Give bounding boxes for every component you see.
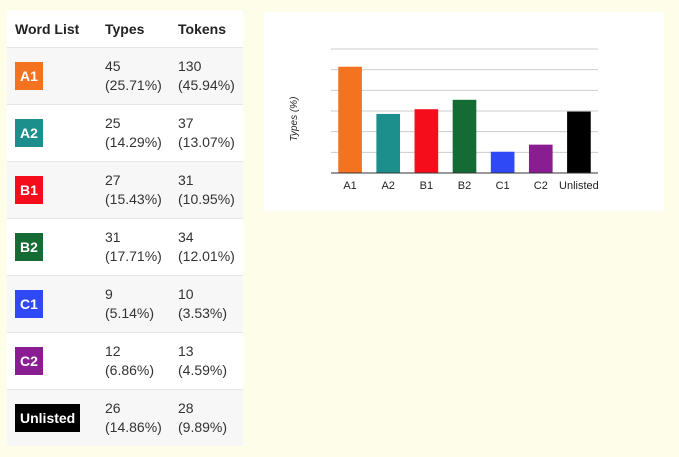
types-cell: 45 (25.71%) [97,47,170,105]
table-body: A1 45 (25.71%) 130 (45.94%) A2 25 (14.29%) 37 (13… [7,47,243,446]
tokens-count: 28 [178,400,194,416]
tokens-cell: 31 (10.95%) [170,161,243,219]
x-tick-label: C1 [496,180,510,192]
tokens-cell: 13 (4.59%) [170,332,243,390]
types-count: 45 [105,58,121,74]
types-count: 9 [105,286,113,302]
chart-panel: A1 A2 B1 B2 C1 C2 Unlisted Types (%) [264,12,664,211]
types-count: 25 [105,115,121,131]
table-row: Unlisted 26 (14.86%) 28 (9.89%) [7,389,243,446]
types-percent: (25.71%) [105,77,162,93]
tokens-count: 13 [178,343,194,359]
tokens-cell: 34 (12.01%) [170,218,243,276]
level-cell: A1 [7,47,97,105]
level-cell: B2 [7,218,97,276]
tokens-percent: (3.53%) [178,305,228,321]
types-count: 12 [105,343,121,359]
types-percent: (15.43%) [105,191,162,207]
tokens-count: 10 [178,286,194,302]
x-tick-label: A2 [381,180,394,192]
tokens-cell: 37 (13.07%) [170,104,243,162]
tokens-percent: (4.59%) [178,362,228,378]
level-badge[interactable]: A1 [15,62,43,90]
level-badge[interactable]: Unlisted [15,404,81,432]
types-percent: (6.86%) [105,362,155,378]
types-cell: 27 (15.43%) [97,161,170,219]
chart-bars [338,66,591,173]
level-badge[interactable]: B1 [15,176,43,204]
bar-c2[interactable] [528,144,553,173]
level-cell: B1 [7,161,97,219]
x-tick-label: C2 [534,180,548,192]
level-badge[interactable]: C2 [15,347,43,375]
tokens-count: 37 [178,115,194,131]
y-axis-label: Types (%) [289,97,300,142]
level-cell: C2 [7,332,97,390]
level-cell: Unlisted [7,389,97,446]
tokens-percent: (9.89%) [178,419,228,435]
types-cell: 9 (5.14%) [97,275,170,333]
level-badge[interactable]: C1 [15,290,43,318]
header-tokens[interactable]: Tokens [170,10,243,48]
word-list-table: Word List Types Tokens A1 45 (25.71%) 130 (4… [7,10,243,446]
bar-c1[interactable] [490,151,515,173]
tokens-count: 34 [178,229,194,245]
table-header-row: Word List Types Tokens [7,10,243,48]
x-tick-label: B1 [420,180,433,192]
tokens-percent: (45.94%) [178,77,235,93]
bar-a1[interactable] [338,66,362,173]
bar-b2[interactable] [452,99,477,173]
types-cell: 26 (14.86%) [97,389,170,446]
table-row: B1 27 (15.43%) 31 (10.95%) [7,161,243,219]
types-count: 26 [105,400,121,416]
header-word-list[interactable]: Word List [7,10,97,48]
x-tick-label: A1 [343,180,356,192]
level-badge[interactable]: A2 [15,119,43,147]
tokens-cell: 28 (9.89%) [170,389,243,446]
types-bar-chart: A1 A2 B1 B2 C1 C2 Unlisted Types (%) [289,48,599,192]
x-tick-labels: A1 A2 B1 B2 C1 C2 Unlisted [343,180,598,192]
x-tick-label: B2 [458,180,471,192]
types-cell: 25 (14.29%) [97,104,170,162]
tokens-percent: (12.01%) [178,248,235,264]
types-cell: 12 (6.86%) [97,332,170,390]
x-tick-label: Unlisted [559,180,599,192]
tokens-cell: 130 (45.94%) [170,47,243,105]
types-cell: 31 (17.71%) [97,218,170,276]
types-percent: (14.29%) [105,134,162,150]
tokens-percent: (13.07%) [178,134,235,150]
bar-b1[interactable] [414,109,439,173]
table-row: B2 31 (17.71%) 34 (12.01%) [7,218,243,276]
table-row: A1 45 (25.71%) 130 (45.94%) [7,47,243,105]
tokens-count: 31 [178,172,194,188]
level-cell: A2 [7,104,97,162]
header-types[interactable]: Types [97,10,170,48]
bar-unlisted[interactable] [567,111,591,173]
types-percent: (17.71%) [105,248,162,264]
tokens-percent: (10.95%) [178,191,235,207]
tokens-count: 130 [178,58,202,74]
types-percent: (5.14%) [105,305,155,321]
level-badge[interactable]: B2 [15,233,43,261]
types-count: 27 [105,172,121,188]
types-count: 31 [105,229,121,245]
table-row: A2 25 (14.29%) 37 (13.07%) [7,104,243,162]
table-row: C2 12 (6.86%) 13 (4.59%) [7,332,243,390]
level-cell: C1 [7,275,97,333]
bar-a2[interactable] [376,113,401,173]
tokens-cell: 10 (3.53%) [170,275,243,333]
types-percent: (14.86%) [105,419,162,435]
table-row: C1 9 (5.14%) 10 (3.53%) [7,275,243,333]
